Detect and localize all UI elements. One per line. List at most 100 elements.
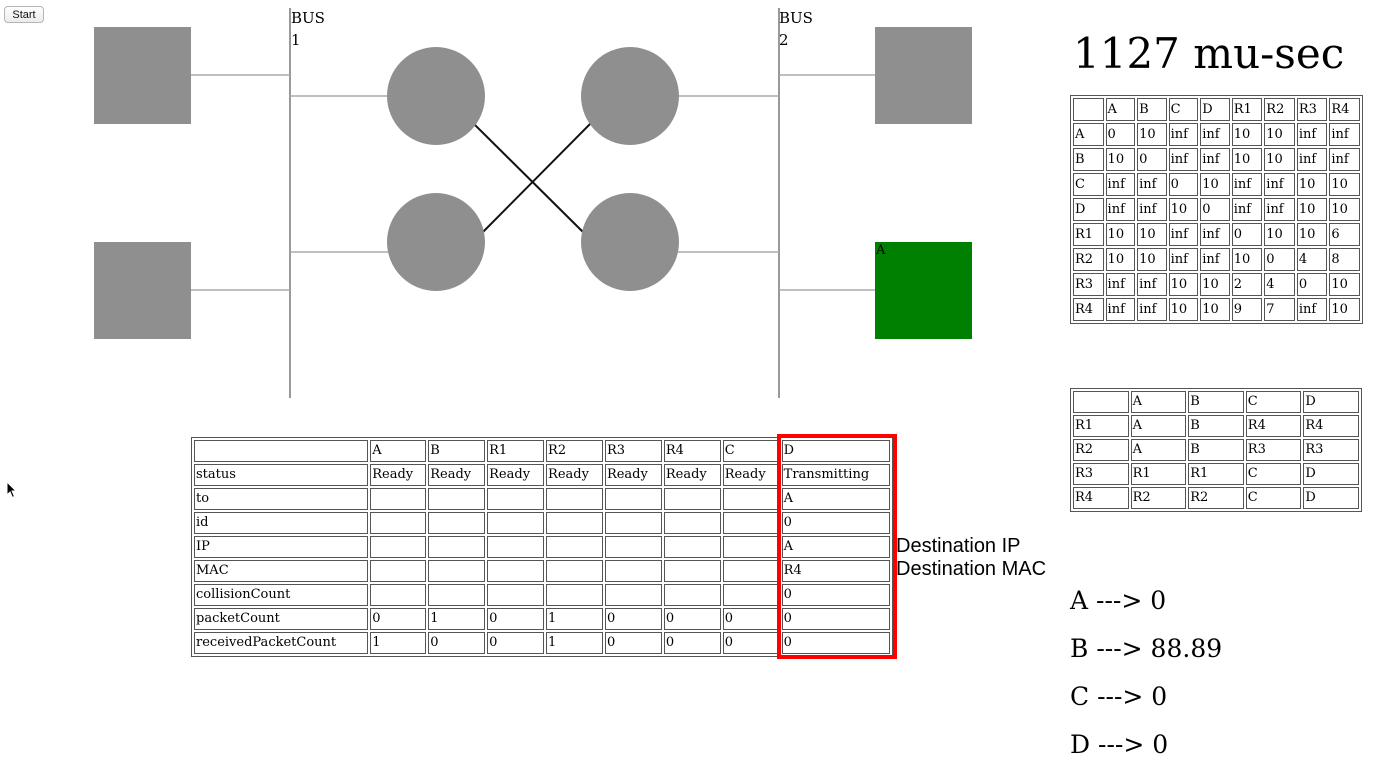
table-cell: R1	[1188, 463, 1244, 485]
table-cell: inf	[1168, 248, 1199, 271]
table-cell: C	[1245, 463, 1302, 485]
header-cell: R3	[1296, 98, 1328, 121]
table-cell	[370, 536, 427, 558]
table-cell: 0	[604, 632, 662, 654]
header-cell: A	[370, 440, 427, 462]
table-cell: 8	[1329, 248, 1360, 271]
table-cell: 0	[1168, 173, 1199, 196]
table-cell	[546, 560, 603, 582]
bus-1-label: BUS 1	[291, 9, 325, 49]
header-cell	[1073, 391, 1129, 413]
table-cell: 7	[1264, 298, 1295, 321]
table-cell	[428, 536, 486, 558]
table-cell: inf	[1105, 298, 1136, 321]
table-cell: inf	[1231, 198, 1263, 221]
header-cell: D	[1303, 391, 1359, 413]
table-cell: 2	[1231, 273, 1263, 296]
state-row-header: A B R1 R2 R3 R4 C D	[194, 440, 890, 462]
start-button[interactable]: Start	[4, 6, 44, 23]
table-cell: 0	[781, 512, 890, 534]
distance-row: A 0 10 inf inf 10 10 inf inf	[1073, 123, 1360, 146]
table-cell: 0	[1231, 223, 1263, 246]
table-cell: 0	[1200, 198, 1230, 221]
header-cell: R2	[546, 440, 603, 462]
table-cell	[722, 560, 780, 582]
row-label-cell: receivedPacketCount	[194, 632, 369, 654]
row-label-cell: R4	[1073, 487, 1129, 509]
header-cell: D	[781, 440, 890, 462]
host-node-a	[94, 27, 191, 124]
table-cell	[663, 536, 721, 558]
table-cell	[546, 536, 603, 558]
table-cell: inf	[1200, 123, 1230, 146]
table-cell: A	[1130, 439, 1187, 461]
table-cell: A	[1130, 415, 1187, 437]
row-label-cell: packetCount	[194, 608, 369, 630]
table-cell: 10	[1264, 123, 1295, 146]
utilization-item-a: A ---> 0	[1070, 586, 1167, 615]
table-cell: 10	[1231, 248, 1263, 271]
header-cell: R2	[1264, 98, 1295, 121]
table-cell: inf	[1296, 123, 1328, 146]
table-cell: inf	[1264, 198, 1295, 221]
table-cell: 0	[722, 632, 780, 654]
table-cell: 10	[1329, 173, 1360, 196]
table-cell: 10	[1329, 273, 1360, 296]
state-row: receivedPacketCount 1 0 0 1 0 0 0 0	[194, 632, 890, 654]
table-cell: 10	[1105, 148, 1136, 171]
table-cell	[487, 584, 545, 606]
table-cell: 0	[604, 608, 662, 630]
row-label-cell: R3	[1073, 273, 1104, 296]
table-cell: R3	[1303, 439, 1359, 461]
table-cell: 0	[1105, 123, 1136, 146]
header-cell: C	[1168, 98, 1199, 121]
header-cell: C	[722, 440, 780, 462]
table-cell: 0	[1264, 248, 1295, 271]
header-cell: R4	[663, 440, 721, 462]
table-cell: Ready	[604, 464, 662, 486]
row-label-cell: to	[194, 488, 369, 510]
table-cell: inf	[1105, 198, 1136, 221]
row-label-cell: R3	[1073, 463, 1129, 485]
table-cell: inf	[1137, 173, 1167, 196]
distance-row-header: A B C D R1 R2 R3 R4	[1073, 98, 1360, 121]
utilization-item-c: C ---> 0	[1070, 682, 1168, 711]
header-cell: R3	[604, 440, 662, 462]
table-cell: 0	[1296, 273, 1328, 296]
utilization-item-d: D ---> 0	[1070, 730, 1169, 759]
table-cell	[370, 488, 427, 510]
distance-row: R2 10 10 inf inf 10 0 4 8	[1073, 248, 1360, 271]
table-cell: R2	[1130, 487, 1187, 509]
distance-row: B 10 0 inf inf 10 10 inf inf	[1073, 148, 1360, 171]
table-cell	[546, 584, 603, 606]
dest-mac-annotation: Destination MAC	[896, 558, 1047, 580]
host-node-b	[94, 242, 191, 339]
table-cell: 0	[1137, 148, 1167, 171]
table-cell: 0	[663, 632, 721, 654]
table-cell: Ready	[663, 464, 721, 486]
host-node-d	[875, 242, 972, 339]
table-cell: R4	[1245, 415, 1302, 437]
table-cell	[722, 584, 780, 606]
router-node-r2	[387, 193, 485, 291]
table-cell	[428, 584, 486, 606]
table-cell	[663, 512, 721, 534]
table-cell	[370, 512, 427, 534]
table-cell: 9	[1231, 298, 1263, 321]
table-cell: R2	[1188, 487, 1244, 509]
table-cell	[604, 560, 662, 582]
table-cell: Transmitting	[781, 464, 890, 486]
row-label-cell: R2	[1073, 248, 1104, 271]
table-cell	[663, 584, 721, 606]
table-cell: 10	[1264, 148, 1295, 171]
header-cell: B	[1137, 98, 1167, 121]
table-cell: A	[781, 488, 890, 510]
table-cell	[487, 512, 545, 534]
table-cell: 1	[370, 632, 427, 654]
table-cell: inf	[1137, 273, 1167, 296]
table-cell: 0	[781, 608, 890, 630]
row-label-cell: D	[1073, 198, 1104, 221]
state-row: status Ready Ready Ready Ready Ready Ready Read…	[194, 464, 890, 486]
